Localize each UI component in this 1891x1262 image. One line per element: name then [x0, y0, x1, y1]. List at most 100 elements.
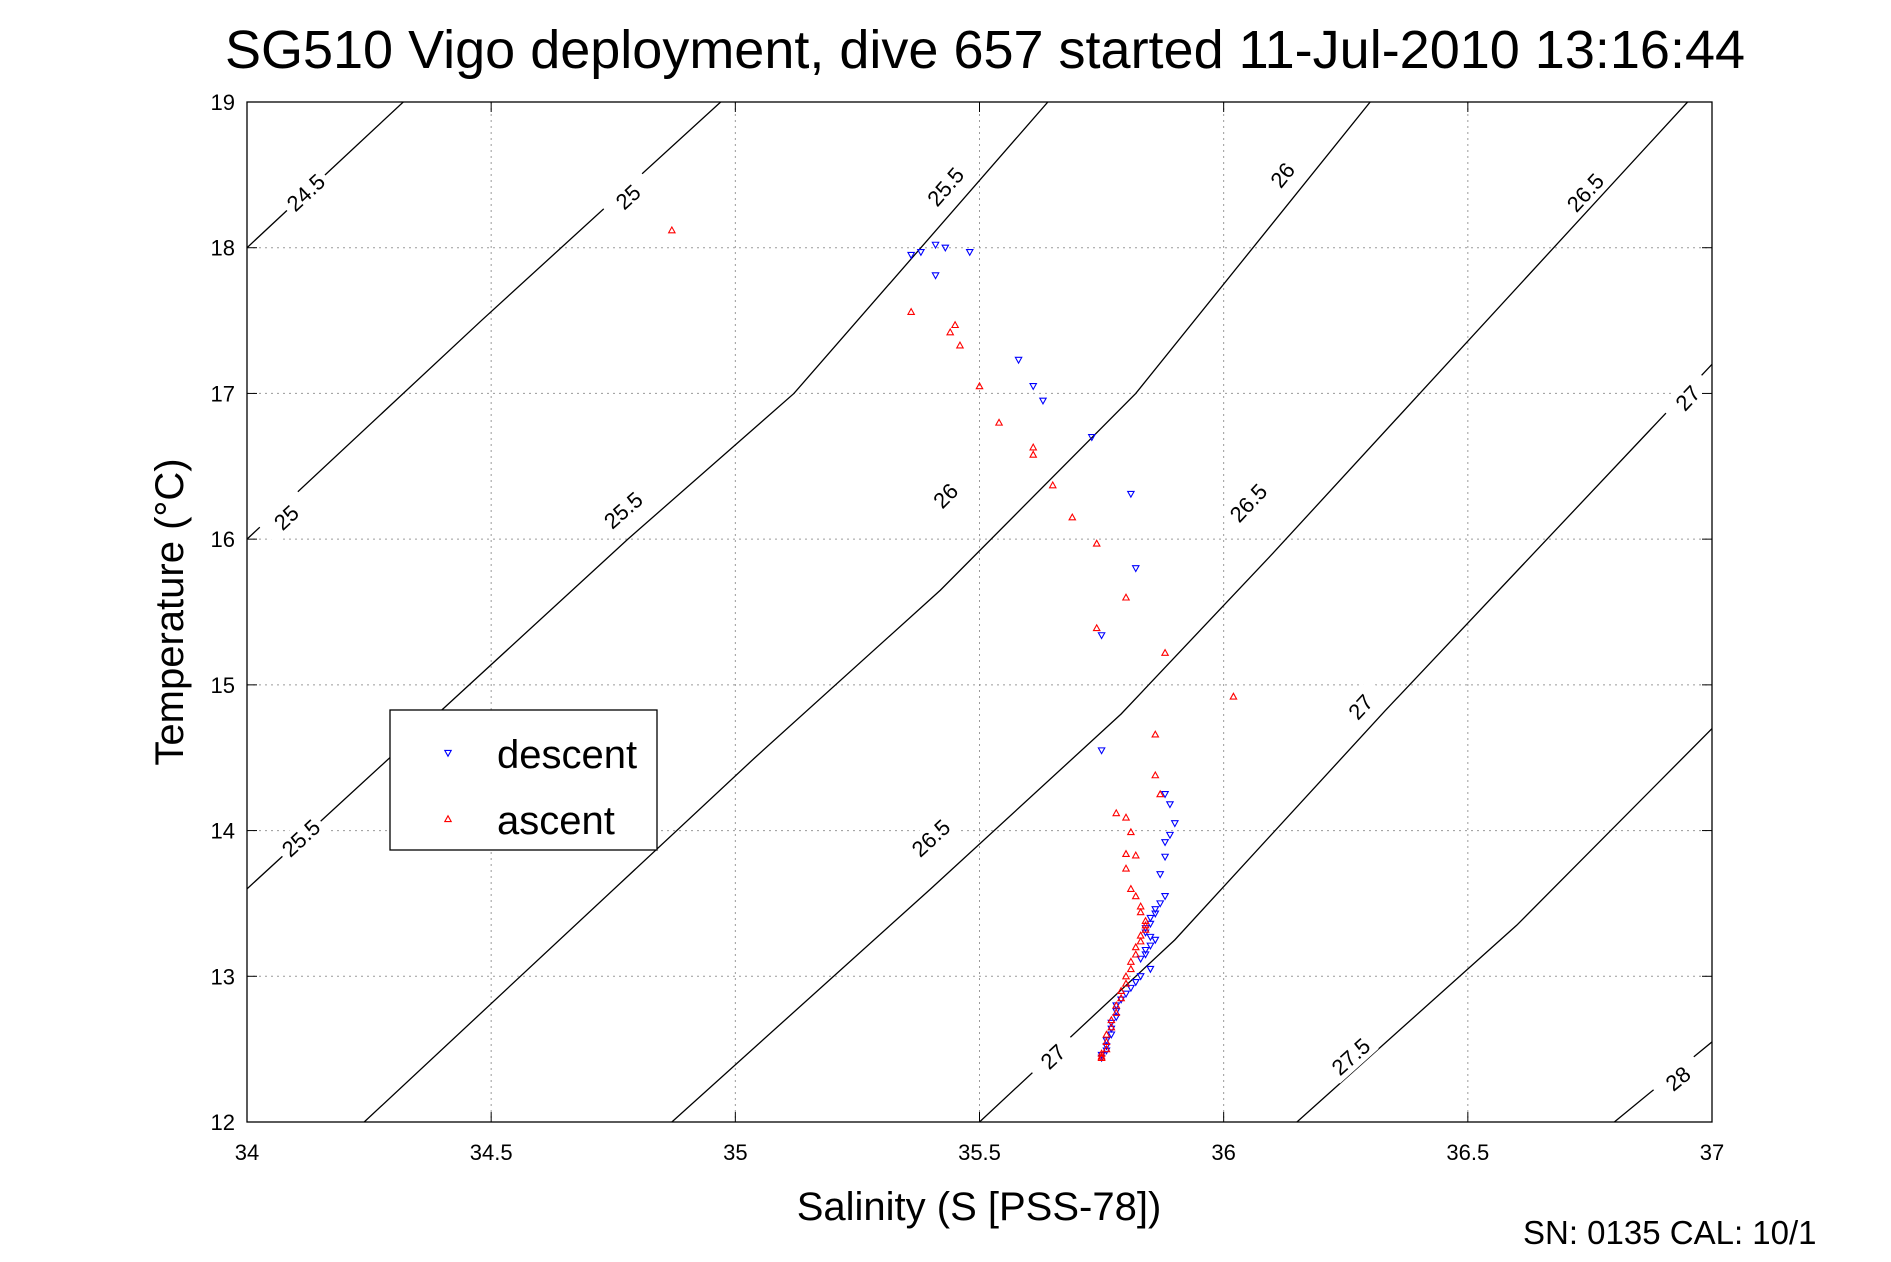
ascent-point [1029, 443, 1038, 451]
ascent-point [1092, 623, 1101, 632]
descent-point [1141, 929, 1150, 937]
descent-point [1146, 920, 1155, 929]
contour-label-bg [917, 467, 973, 524]
descent-point [1107, 1019, 1116, 1028]
contour-label-bg [1660, 369, 1715, 426]
x-tick-label: 34 [235, 1140, 259, 1165]
legend-marker-descent [443, 749, 453, 758]
ascent-point [1097, 1053, 1106, 1061]
y-tick-label: 18 [211, 236, 235, 261]
descent-point [1160, 791, 1170, 799]
ascent-point [955, 341, 965, 349]
chart-title: SG510 Vigo deployment, dive 657 started … [225, 20, 1745, 80]
y-tick-label: 14 [211, 819, 235, 844]
y-tick-label: 15 [211, 673, 235, 698]
descent-point [1097, 747, 1106, 755]
ascent-point [1141, 920, 1150, 929]
descent-point [1165, 831, 1175, 840]
ascent-point [1141, 925, 1150, 933]
x-tick-label: 36.5 [1446, 1140, 1489, 1165]
descent-point [1151, 906, 1160, 914]
contour-label-group: 25.5 [918, 158, 973, 215]
contour-line-27.5 [1296, 728, 1712, 1122]
contour-label-group: 25 [599, 169, 656, 224]
data-points [667, 225, 1238, 1063]
contour-line-26 [363, 102, 1371, 1122]
ascent-point [1136, 907, 1145, 916]
ascent-point [1121, 971, 1131, 980]
legend-box [389, 709, 658, 851]
x-tick-label: 36 [1211, 1140, 1235, 1165]
descent-point [1102, 1043, 1111, 1051]
descent-point [1087, 434, 1096, 442]
contour-label-bg [277, 165, 334, 220]
contour-label-bg [1322, 1029, 1379, 1084]
descent-point [965, 248, 974, 257]
ascent-point [1112, 1001, 1121, 1009]
descent-point [1038, 397, 1048, 406]
contour-label-group: 25 [258, 490, 314, 545]
descent-point [1107, 1025, 1116, 1034]
descent-point [1136, 955, 1145, 964]
contour-lines [247, 102, 1712, 1122]
contour-label-group: 26 [917, 467, 973, 524]
y-tick-label: 13 [211, 964, 235, 989]
descent-point [1126, 984, 1136, 993]
ascent-point [1126, 964, 1136, 973]
descent-point [1107, 1031, 1116, 1039]
contour-label-group: 26 [1255, 146, 1309, 204]
ascent-point [1121, 979, 1131, 987]
ascent-point [1112, 808, 1121, 817]
descent-point [1097, 632, 1106, 640]
descent-point [1131, 979, 1140, 987]
descent-point [906, 251, 916, 260]
contour-label-group: 26.5 [1220, 474, 1276, 531]
ascent-point [1112, 1008, 1121, 1016]
contour-label-bg [599, 169, 656, 224]
legend-label-descent: descent [497, 733, 637, 777]
descent-point [1141, 951, 1150, 959]
ascent-point [1131, 891, 1140, 900]
descent-point [1102, 1047, 1111, 1055]
ascent-point [1102, 1044, 1111, 1053]
descent-point [1151, 936, 1160, 945]
descent-point [931, 272, 940, 280]
ascent-point [994, 418, 1004, 426]
contour-label-group: 27 [1333, 678, 1388, 735]
contour-label-group: 27 [1660, 369, 1715, 426]
ascent-point [1102, 1030, 1111, 1038]
ascent-point [1097, 1049, 1106, 1057]
ascent-point [1126, 957, 1136, 965]
contour-label-bg [918, 158, 973, 215]
descent-point [931, 241, 940, 250]
ascent-point [1156, 789, 1165, 798]
descent-point [1112, 1013, 1121, 1022]
contour-label-group: 26.5 [902, 810, 959, 866]
grid-lines [247, 102, 1712, 1122]
descent-point [1170, 820, 1179, 828]
ascent-point [1121, 864, 1131, 872]
axis-ticks: 34 34.5 35 35.5 36 36.5 37 12 13 14 15 16 17 18 19 [211, 90, 1725, 1165]
ascent-point [1121, 849, 1131, 857]
descent-point [1141, 946, 1150, 955]
ascent-point [1068, 512, 1077, 521]
y-tick-label: 19 [211, 90, 235, 115]
contour-label-bg [594, 483, 652, 537]
ascent-point [1131, 851, 1140, 859]
descent-point [1146, 914, 1155, 923]
ascent-point [946, 327, 955, 336]
contour-label-group: 25.5 [594, 483, 652, 537]
ascent-point [1131, 950, 1140, 958]
descent-point [941, 244, 950, 253]
ascent-point [1048, 480, 1057, 489]
ascent-point [1229, 692, 1238, 700]
ascent-point [906, 307, 916, 315]
x-tick-label: 34.5 [470, 1140, 513, 1165]
contour-label-bg [902, 810, 959, 866]
descent-point [1136, 973, 1145, 981]
descent-point [1126, 490, 1136, 499]
legend-marker-ascent [443, 814, 453, 823]
contour-line-26.5 [671, 102, 1689, 1122]
series-ascent [667, 225, 1238, 1061]
contour-label-bg [272, 810, 329, 866]
